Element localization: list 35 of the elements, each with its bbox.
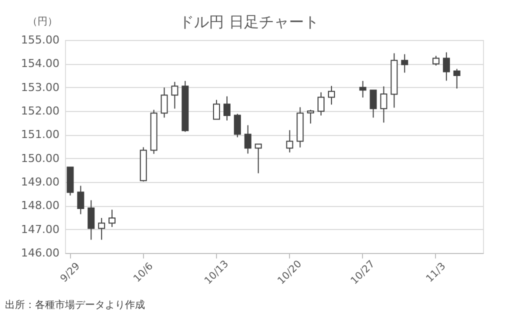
y-tick-label: 147.00 [21, 222, 60, 236]
candlestick [401, 54, 408, 74]
y-axis-title: （円） [28, 16, 58, 28]
y-tick-label: 149.00 [21, 176, 60, 188]
y-tick-label: 146.00 [21, 246, 60, 260]
candlestick [223, 96, 230, 121]
text: 出所：各種市場データより作成 [5, 299, 145, 311]
y-tick-label: 155.00 [21, 34, 60, 46]
y-tick-label: 153.00 [21, 80, 60, 94]
y-tick-label: 150.00 [21, 152, 60, 165]
candlestick [453, 68, 460, 90]
candlestick [328, 85, 335, 106]
candlestick [244, 124, 252, 154]
candlestick [380, 86, 388, 124]
candlestick [370, 90, 377, 118]
candlestick [318, 92, 325, 116]
candlestick [88, 200, 95, 240]
candlestick [77, 185, 84, 215]
candlestick [213, 99, 220, 120]
candlestick [432, 55, 440, 66]
y-tick-label: 154.00 [21, 57, 60, 70]
candlestick [254, 144, 262, 174]
candlestick [286, 130, 294, 153]
candlestick [171, 81, 178, 110]
candlestick [98, 217, 106, 240]
y-tick-label: 151.00 [21, 128, 60, 142]
chart-title: ドル円 日足チャート [179, 13, 319, 31]
candlestick [307, 109, 314, 124]
candlestick [160, 87, 168, 118]
candlestick [359, 80, 366, 98]
y-tick-label: 148.00 [21, 199, 60, 212]
candlestick [442, 52, 450, 82]
y-tick-label: 152.00 [21, 104, 60, 118]
candlestick [108, 209, 116, 228]
candlestick [234, 113, 241, 138]
